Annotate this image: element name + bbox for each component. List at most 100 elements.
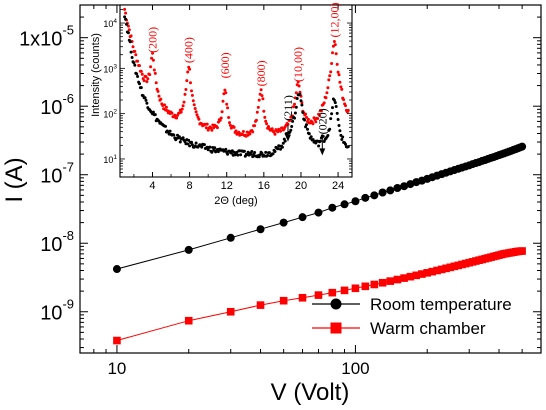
inset-peak-label: (10,00): [291, 47, 305, 82]
inset-data-point: [341, 135, 345, 139]
inset-data-point: [267, 125, 270, 128]
inset-data-point: [190, 89, 193, 93]
inset-data-point: [256, 105, 260, 109]
inset-data-point: [139, 69, 143, 73]
inset-data-point: [283, 139, 287, 143]
inset-data-point: [180, 107, 184, 111]
inset-data-point: [184, 88, 188, 91]
inset-data-point: [213, 146, 217, 150]
inset-data-point: [264, 119, 268, 123]
main-data-point: [113, 336, 121, 345]
main-data-point: [226, 233, 235, 242]
inset-data-point: [344, 142, 347, 146]
inset-data-point: [331, 51, 334, 55]
inset-data-point: [279, 147, 282, 151]
inset-data-point: [151, 51, 154, 55]
inset-data-point: [305, 123, 308, 127]
inset-data-point: [183, 92, 187, 96]
inset-data-point: [144, 98, 148, 102]
inset-data-point: [216, 150, 220, 154]
inset-x-tick-label: 24: [332, 180, 344, 192]
inset-data-point: [164, 105, 168, 109]
inset-data-point: [179, 110, 183, 114]
inset-data-point: [338, 129, 342, 133]
inset-data-point: [241, 130, 245, 133]
inset-data-point: [293, 116, 296, 120]
inset-data-point: [151, 58, 155, 62]
main-data-point: [328, 203, 337, 212]
inset-y-tick-label: 101: [103, 154, 117, 165]
inset-data-point: [279, 129, 282, 133]
inset-data-point: [329, 117, 333, 121]
inset-data-point: [123, 15, 127, 19]
main-data-point: [298, 293, 307, 302]
inset-data-point: [223, 88, 227, 92]
inset-data-point: [218, 118, 222, 122]
inset-data-point: [276, 147, 280, 151]
main-data-point: [112, 265, 121, 274]
inset-data-point: [260, 94, 264, 98]
inset-data-point: [219, 116, 223, 120]
inset-data-point: [152, 68, 156, 72]
inset-data-point: [205, 122, 209, 126]
inset-data-point: [266, 154, 270, 157]
main-data-point: [361, 282, 370, 291]
inset-data-point: [210, 150, 214, 154]
inset-data-point: [193, 107, 197, 110]
main-data-point: [370, 280, 379, 289]
main-data-point: [393, 183, 402, 192]
inset-data-point: [163, 103, 166, 107]
inset-data-point: [289, 128, 293, 132]
inset-data-point: [294, 91, 298, 95]
inset-y-tick-label: 103: [103, 63, 117, 74]
inset-data-point: [181, 104, 185, 108]
inset-data-point: [164, 124, 167, 128]
main-data-point: [340, 286, 349, 295]
inset-data-point: [190, 140, 193, 144]
inset-data-point: [126, 24, 130, 28]
inset-data-point: [153, 113, 157, 117]
main-data-point: [400, 274, 408, 282]
inset-data-point: [175, 116, 179, 120]
main-data-point: [518, 247, 526, 255]
main-data-point: [279, 218, 288, 227]
inset-data-point: [194, 110, 198, 114]
main-y-tick-label: 10-9: [40, 297, 74, 325]
inset-peak-label: (400): [182, 37, 196, 63]
inset-data-point: [259, 88, 263, 92]
inset-data-point: [149, 65, 153, 69]
inset-axes-group: 4 8 12 16 20 24 101 102 103 104: [103, 5, 352, 192]
inset-data-point: [182, 100, 186, 104]
inset-data-point: [139, 86, 143, 90]
inset-data-point: [224, 91, 228, 95]
inset-data-point: [329, 70, 333, 74]
legend-entry-label: Warm chamber: [370, 319, 486, 338]
legend-marker: [330, 298, 342, 310]
main-data-point: [386, 186, 395, 195]
inset-data-point: [146, 77, 150, 81]
main-data-point: [437, 265, 446, 274]
inset-data-point: [236, 153, 240, 157]
inset-data-point: [253, 124, 257, 128]
inset-data-point: [157, 94, 161, 98]
inset-data-point: [150, 56, 154, 60]
inset-data-point: [326, 134, 330, 137]
inset-data-point: [334, 105, 338, 108]
inset-data-point: [148, 73, 152, 77]
inset-data-point: [129, 34, 133, 38]
inset-data-point: [309, 135, 313, 139]
main-axes-group: 10 100 10-9 10-8 10-7 10-6 1x10-5: [19, 5, 542, 378]
main-x-axis-label: V (Volt): [271, 379, 350, 406]
inset-data-point: [311, 138, 315, 141]
inset-data-point: [142, 79, 146, 83]
inset-data-point: [135, 72, 139, 76]
inset-data-point: [331, 106, 334, 110]
inset-data-point: [338, 80, 342, 84]
main-data-point: [370, 191, 379, 200]
inset-data-point: [340, 87, 344, 91]
inset-data-point: [136, 75, 140, 78]
inset-data-point: [346, 108, 350, 112]
inset-data-point: [132, 61, 136, 65]
inset-data-point: [192, 103, 196, 107]
